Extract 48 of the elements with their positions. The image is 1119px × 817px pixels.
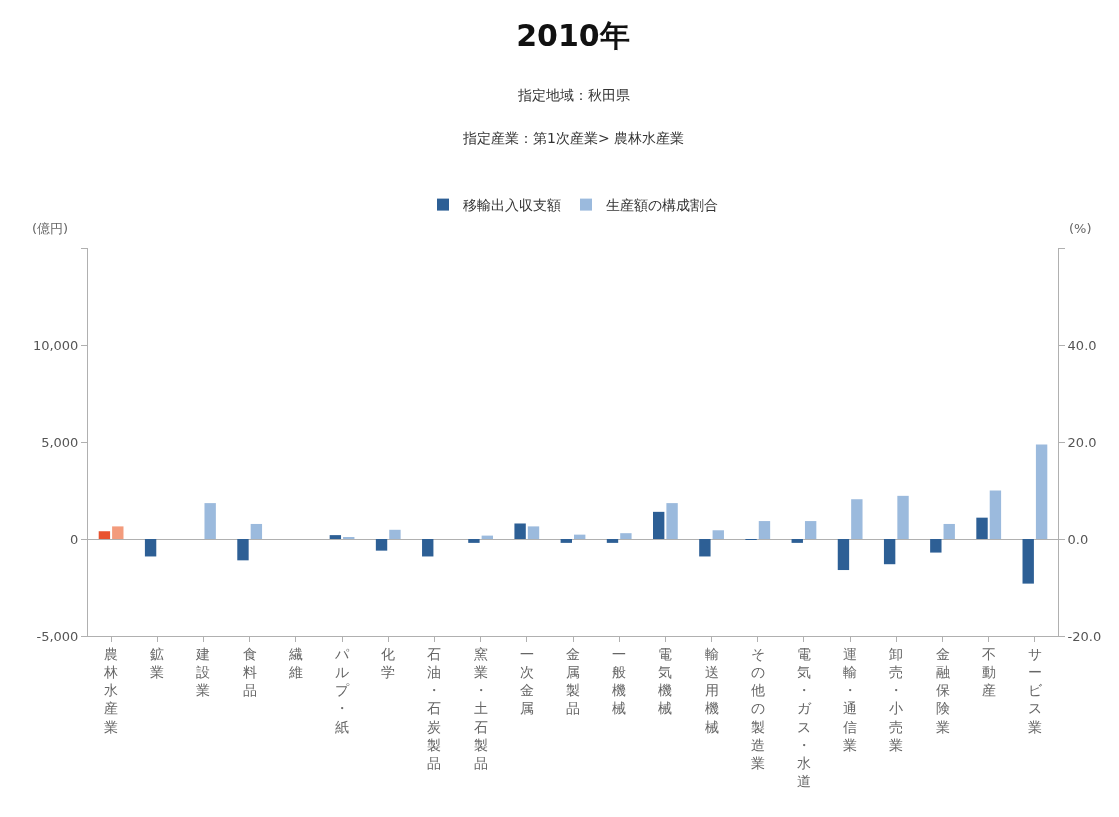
bar xyxy=(712,530,724,539)
x-tick-label: 食料品 xyxy=(242,645,257,699)
x-tick-label: 窯業・土石製品 xyxy=(473,645,488,771)
bar xyxy=(250,523,263,539)
y-axis-title: (億円) xyxy=(32,221,69,236)
bar xyxy=(204,503,216,539)
text: 指定産業：第1次産業> 農林水産業 xyxy=(462,130,685,146)
x-tick-label: 金融保険業 xyxy=(935,645,950,735)
y-tick-label: -5,000 xyxy=(36,628,79,644)
bar xyxy=(897,495,909,539)
x-tick-label: 金属製品 xyxy=(566,645,580,717)
bar xyxy=(620,533,632,539)
bar xyxy=(804,521,817,539)
x-tick-label: 化学 xyxy=(381,645,396,680)
y2-axis-title: (%) xyxy=(1069,221,1092,236)
bar xyxy=(943,523,955,539)
bar xyxy=(758,521,771,539)
bar xyxy=(989,490,1002,539)
x-tick-label: 不動産 xyxy=(981,645,996,699)
bar xyxy=(851,499,863,539)
y-tick-label: 0 xyxy=(70,531,79,547)
bar xyxy=(389,529,401,539)
chart-title: 2010年 xyxy=(516,17,630,53)
y-tick-label: 5,000 xyxy=(41,434,79,450)
x-tick-label: パルプ・紙 xyxy=(334,645,351,735)
x-tick-label: 石油・石炭製品 xyxy=(427,645,442,771)
x-tick-label: 運輸・通信業 xyxy=(843,645,858,753)
y2-tick-label: 0.0 xyxy=(1067,531,1089,547)
x-tick-label: 鉱業 xyxy=(150,645,165,680)
y2-tick-label: 20.0 xyxy=(1067,434,1097,450)
x-tick-label: 輸送用機械 xyxy=(704,645,719,735)
x-tick-label: その他の製造業 xyxy=(750,645,765,771)
x-tick-label: 電気・ガス・水道 xyxy=(796,645,812,790)
bar xyxy=(1035,444,1048,539)
x-tick-label: 繊維 xyxy=(287,645,303,680)
x-tick-label: 電気機械 xyxy=(658,645,673,717)
x-tick-label: 建設業 xyxy=(195,645,211,699)
x-tick-label: 卸売・小売業 xyxy=(889,645,904,753)
x-tick-label: 一般機械 xyxy=(612,645,627,717)
chart-subtitle: 指定地域：秋田県 xyxy=(517,87,630,103)
legend-label: 生産額の構成割合 xyxy=(606,197,718,214)
x-tick-label: サービス業 xyxy=(1027,645,1043,735)
legend-label: 移輸出入収支額 xyxy=(463,197,561,214)
x-tick-label: 一次金属 xyxy=(519,645,534,717)
y2-tick-label: 40.0 xyxy=(1067,337,1097,353)
y2-tick-label: -20.0 xyxy=(1067,628,1102,644)
y-tick-label: 10,000 xyxy=(32,337,79,353)
x-tick-label: 農林水産業 xyxy=(103,645,119,735)
